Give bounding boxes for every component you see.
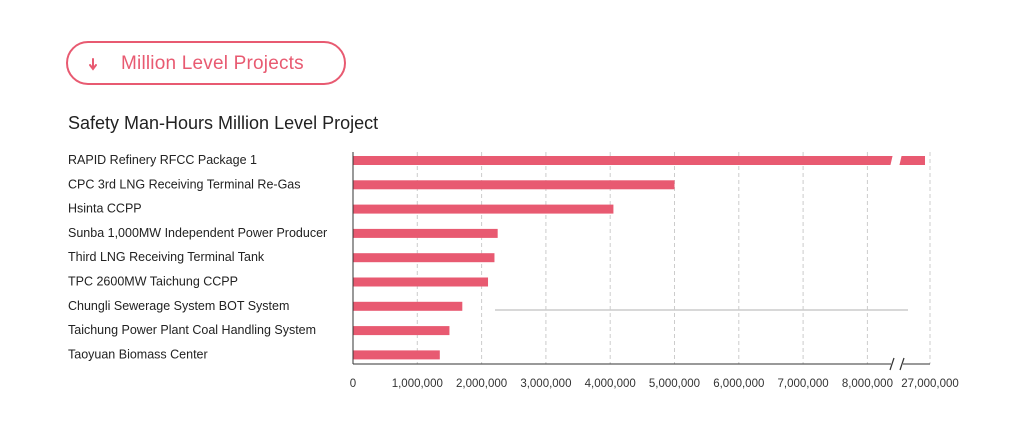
x-tick-label: 1,000,000 [392, 378, 443, 390]
category-label: Hsinta CCPP [68, 202, 142, 216]
x-tick-label: 4,000,000 [585, 378, 636, 390]
chevron-down-icon [89, 58, 97, 71]
x-tick-label: 6,000,000 [713, 378, 764, 390]
axis-break-mark [899, 357, 905, 371]
x-tick-label: 5,000,000 [649, 378, 700, 390]
x-tick-label: 8,000,000 [842, 378, 893, 390]
x-tick-label: 27,000,000 [901, 378, 959, 390]
bar [353, 204, 614, 214]
bar [353, 301, 463, 311]
category-label: Third LNG Receiving Terminal Tank [68, 250, 265, 264]
category-label: TPC 2600MW Taichung CCPP [68, 275, 238, 289]
axis-break-mark [889, 357, 895, 371]
x-tick-label: 2,000,000 [456, 378, 507, 390]
category-label: Taoyuan Biomass Center [68, 347, 208, 361]
pill-label: Million Level Projects [121, 53, 304, 74]
bar [353, 326, 450, 336]
bar [353, 180, 675, 190]
x-tick-label: 7,000,000 [778, 378, 829, 390]
category-label: RAPID Refinery RFCC Package 1 [68, 153, 257, 167]
million-level-projects-toggle[interactable]: Million Level Projects [66, 41, 346, 85]
bar-break-gap [890, 154, 902, 167]
bar [353, 156, 925, 165]
bar [353, 253, 495, 263]
category-label: Sunba 1,000MW Independent Power Producer [68, 226, 327, 240]
bar [353, 277, 489, 287]
bar [353, 350, 440, 360]
x-tick-label: 0 [350, 378, 356, 390]
category-label: Chungli Sewerage System BOT System [68, 299, 289, 313]
category-label: Taichung Power Plant Coal Handling Syste… [68, 323, 316, 337]
chart-title: Safety Man-Hours Million Level Project [68, 113, 379, 133]
x-tick-label: 3,000,000 [520, 378, 571, 390]
category-label: CPC 3rd LNG Receiving Terminal Re-Gas [68, 177, 301, 191]
bar [353, 228, 498, 238]
